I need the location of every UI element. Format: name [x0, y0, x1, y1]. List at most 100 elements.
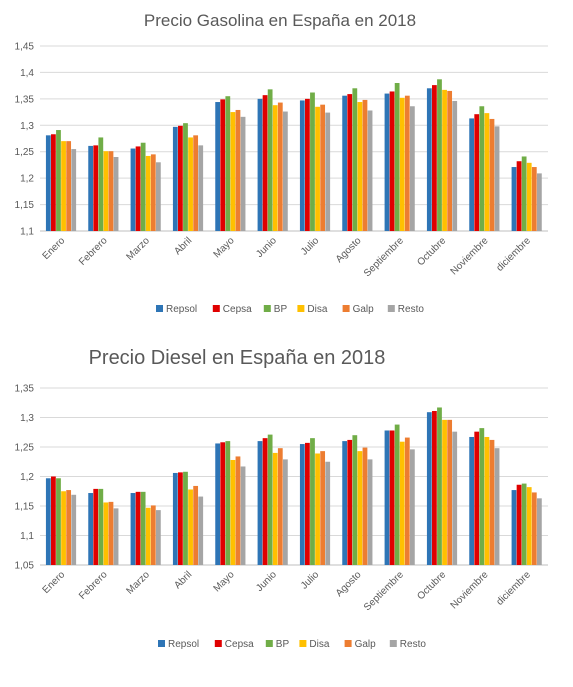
- bar-bp: [225, 96, 231, 232]
- legend-label: BP: [274, 304, 288, 315]
- bar-bp: [352, 435, 358, 565]
- bar-resto: [113, 508, 119, 565]
- bar-repsol: [88, 493, 94, 565]
- bar-disa: [484, 113, 490, 231]
- bar-cepsa: [93, 145, 99, 231]
- bar-cepsa: [474, 114, 480, 231]
- bar-cepsa: [220, 442, 226, 565]
- legend-label: Cepsa: [223, 304, 252, 315]
- bar-cepsa: [474, 431, 480, 565]
- diesel-chart: Precio Diesel en España en 2018 1,05 1,1 1…: [15, 347, 548, 650]
- legend-swatch: [265, 640, 273, 647]
- bar-disa: [61, 141, 66, 231]
- bar-repsol: [172, 126, 178, 231]
- bar-repsol: [342, 441, 348, 565]
- bar-repsol: [257, 441, 263, 565]
- bar-galp: [193, 485, 199, 565]
- bar-resto: [367, 459, 373, 565]
- bar-resto: [155, 510, 161, 565]
- bar-galp: [66, 141, 72, 231]
- bar-cepsa: [262, 438, 268, 565]
- legend-swatch: [156, 305, 163, 312]
- bar-cepsa: [51, 134, 56, 231]
- legend-swatch: [158, 640, 165, 647]
- bar-disa: [61, 491, 66, 565]
- x-tick-label: Noviembre: [449, 569, 491, 611]
- bar-repsol: [511, 167, 517, 231]
- bar-cepsa: [305, 442, 310, 565]
- bar-disa: [103, 502, 109, 565]
- bar-galp: [108, 501, 114, 565]
- bar-cepsa: [51, 476, 56, 565]
- bar-galp: [489, 439, 495, 565]
- x-tick-label: Agosto: [334, 569, 364, 599]
- bar-disa: [442, 419, 447, 565]
- gridlines: [40, 45, 548, 232]
- bar-disa: [357, 451, 363, 565]
- bar-cepsa: [347, 94, 353, 231]
- bar-galp: [404, 437, 410, 565]
- y-tick-label: 1,4: [20, 68, 34, 79]
- bar-disa: [272, 105, 278, 231]
- bar-bp: [267, 434, 273, 565]
- bar-cepsa: [93, 488, 99, 565]
- x-tick-label: Septiembre: [362, 235, 406, 279]
- bar-galp: [404, 95, 410, 231]
- legend-swatch: [342, 305, 350, 312]
- bar-bp: [394, 424, 400, 565]
- bars: [45, 407, 542, 565]
- bar-repsol: [45, 478, 51, 565]
- bar-disa: [357, 102, 363, 231]
- bar-resto: [155, 162, 161, 231]
- bar-bp: [352, 88, 358, 231]
- bar-repsol: [257, 98, 263, 231]
- bar-repsol: [384, 430, 390, 565]
- bar-repsol: [469, 118, 475, 231]
- y-axis-ticks: 1,05 1,1 1,15 1,2 1,25 1,3 1,35: [15, 384, 35, 572]
- x-tick-label: Agosto: [334, 235, 364, 265]
- bar-resto: [325, 461, 331, 565]
- y-tick-label: 1,35: [15, 94, 35, 105]
- bar-repsol: [88, 145, 94, 231]
- chart-title: Precio Diesel en España en 2018: [89, 347, 386, 369]
- legend-swatch: [389, 640, 397, 647]
- bar-disa: [526, 162, 532, 231]
- bar-repsol: [299, 444, 305, 565]
- bar-disa: [230, 459, 236, 565]
- bar-bp: [183, 471, 188, 565]
- bar-repsol: [172, 472, 178, 565]
- x-tick-label: Mayo: [212, 569, 237, 594]
- legend-swatch: [214, 640, 222, 647]
- bar-cepsa: [516, 484, 522, 565]
- bar-galp: [531, 492, 537, 565]
- x-axis-ticks: Enero Febrero Marzo Abril Mayo Junio Julio Agos…: [41, 569, 534, 613]
- legend-swatch: [212, 305, 220, 312]
- bar-cepsa: [262, 95, 268, 231]
- legend-swatch: [344, 640, 352, 647]
- bar-resto: [494, 448, 500, 565]
- y-tick-label: 1,05: [15, 561, 35, 572]
- y-tick-label: 1,25: [15, 443, 35, 454]
- bar-resto: [198, 145, 204, 231]
- bar-galp: [66, 490, 72, 565]
- bar-galp: [235, 109, 241, 231]
- bar-bp: [98, 488, 104, 565]
- bar-bp: [437, 407, 442, 565]
- bar-galp: [362, 99, 368, 231]
- y-tick-label: 1,45: [15, 42, 35, 53]
- bar-bp: [140, 142, 146, 231]
- y-tick-label: 1,15: [15, 502, 35, 513]
- bar-galp: [277, 102, 283, 231]
- x-tick-label: Septiembre: [362, 569, 406, 613]
- bar-resto: [282, 459, 288, 565]
- x-tick-label: Enero: [41, 569, 68, 596]
- legend-label: Disa: [307, 304, 327, 315]
- bar-cepsa: [516, 161, 522, 231]
- bar-repsol: [511, 490, 517, 565]
- legend-label: Resto: [400, 639, 427, 650]
- bar-repsol: [426, 412, 432, 565]
- bar-bp: [225, 441, 231, 565]
- bar-resto: [452, 100, 458, 231]
- y-tick-label: 1,1: [20, 531, 34, 542]
- y-tick-label: 1,2: [20, 174, 34, 185]
